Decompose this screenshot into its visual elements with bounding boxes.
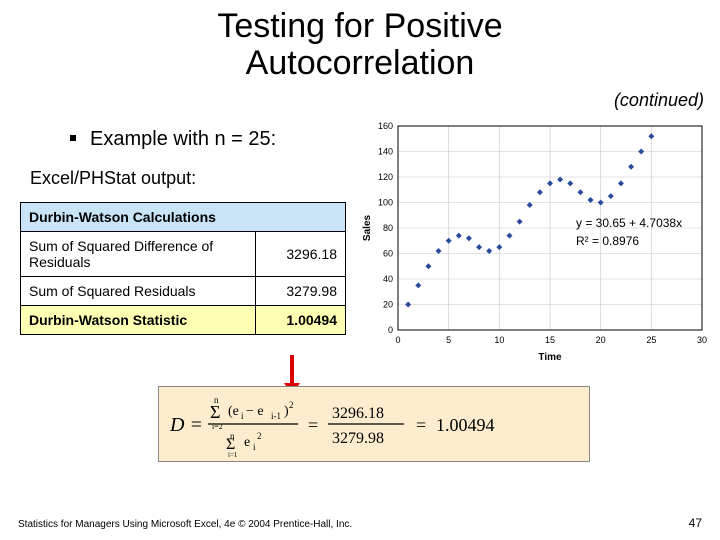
svg-text:25: 25 <box>646 335 656 345</box>
svg-text:2: 2 <box>257 431 262 441</box>
svg-text:2: 2 <box>289 400 294 410</box>
svg-text:Σ: Σ <box>210 402 220 422</box>
dw-header: Durbin-Watson Calculations <box>21 203 346 232</box>
regression-eq: y = 30.65 + 4.7038x R² = 0.8976 <box>576 214 682 250</box>
svg-text:10: 10 <box>494 335 504 345</box>
output-label: Excel/PHStat output: <box>30 168 196 189</box>
dw-table: Durbin-Watson Calculations Sum of Square… <box>20 202 346 335</box>
svg-text:30: 30 <box>697 335 707 345</box>
svg-text:20: 20 <box>383 300 393 310</box>
svg-text:i: i <box>241 411 244 421</box>
svg-text:i=1: i=1 <box>228 451 238 457</box>
svg-text:5: 5 <box>446 335 451 345</box>
svg-text:120: 120 <box>378 172 393 182</box>
formula-box: D = n Σ i=2 (e i − e i-1 ) 2 n Σ i=1 e i… <box>158 386 590 462</box>
continued-label: (continued) <box>614 90 704 111</box>
svg-text:3296.18: 3296.18 <box>332 405 384 422</box>
dw-row1-label: Sum of Squared Difference of Residuals <box>21 232 256 277</box>
svg-text:(e: (e <box>228 404 239 419</box>
svg-text:20: 20 <box>596 335 606 345</box>
svg-text:e: e <box>244 435 250 450</box>
dw-row2-label: Sum of Squared Residuals <box>21 277 256 306</box>
dw-row3-label: Durbin-Watson Statistic <box>21 306 256 335</box>
svg-text:=: = <box>416 415 426 435</box>
svg-text:80: 80 <box>383 223 393 233</box>
eq-line1: y = 30.65 + 4.7038x <box>576 216 682 230</box>
slide-title: Testing for Positive Autocorrelation <box>0 8 720 83</box>
svg-text:60: 60 <box>383 249 393 259</box>
svg-text:Time: Time <box>538 352 562 363</box>
example-heading: Example with n = 25: <box>70 128 276 151</box>
footer-text: Statistics for Managers Using Microsoft … <box>18 519 352 530</box>
title-line2: Autocorrelation <box>246 44 475 82</box>
formula-svg: D = n Σ i=2 (e i − e i-1 ) 2 n Σ i=1 e i… <box>164 391 584 457</box>
svg-text:i: i <box>253 442 256 452</box>
svg-text:3279.98: 3279.98 <box>332 430 384 447</box>
svg-text:i=2: i=2 <box>212 422 223 431</box>
svg-text:=: = <box>308 415 318 435</box>
svg-text:1.00494: 1.00494 <box>436 415 495 435</box>
svg-text:160: 160 <box>378 121 393 131</box>
dw-row3-val: 1.00494 <box>256 306 346 335</box>
svg-text:Sales: Sales <box>362 214 373 241</box>
example-text: Example with n = 25: <box>90 128 276 150</box>
title-line1: Testing for Positive <box>217 7 502 45</box>
svg-text:140: 140 <box>378 147 393 157</box>
dw-row2-val: 3279.98 <box>256 277 346 306</box>
bullet-icon <box>70 135 76 141</box>
svg-text:D =: D = <box>169 414 203 436</box>
svg-text:15: 15 <box>545 335 555 345</box>
svg-text:− e: − e <box>246 404 264 419</box>
svg-text:0: 0 <box>388 325 393 335</box>
eq-line2: R² = 0.8976 <box>576 234 639 248</box>
svg-text:100: 100 <box>378 198 393 208</box>
dw-row1-val: 3296.18 <box>256 232 346 277</box>
svg-text:0: 0 <box>395 335 400 345</box>
page-number: 47 <box>689 516 702 530</box>
svg-text:i-1: i-1 <box>271 411 281 421</box>
svg-text:40: 40 <box>383 274 393 284</box>
